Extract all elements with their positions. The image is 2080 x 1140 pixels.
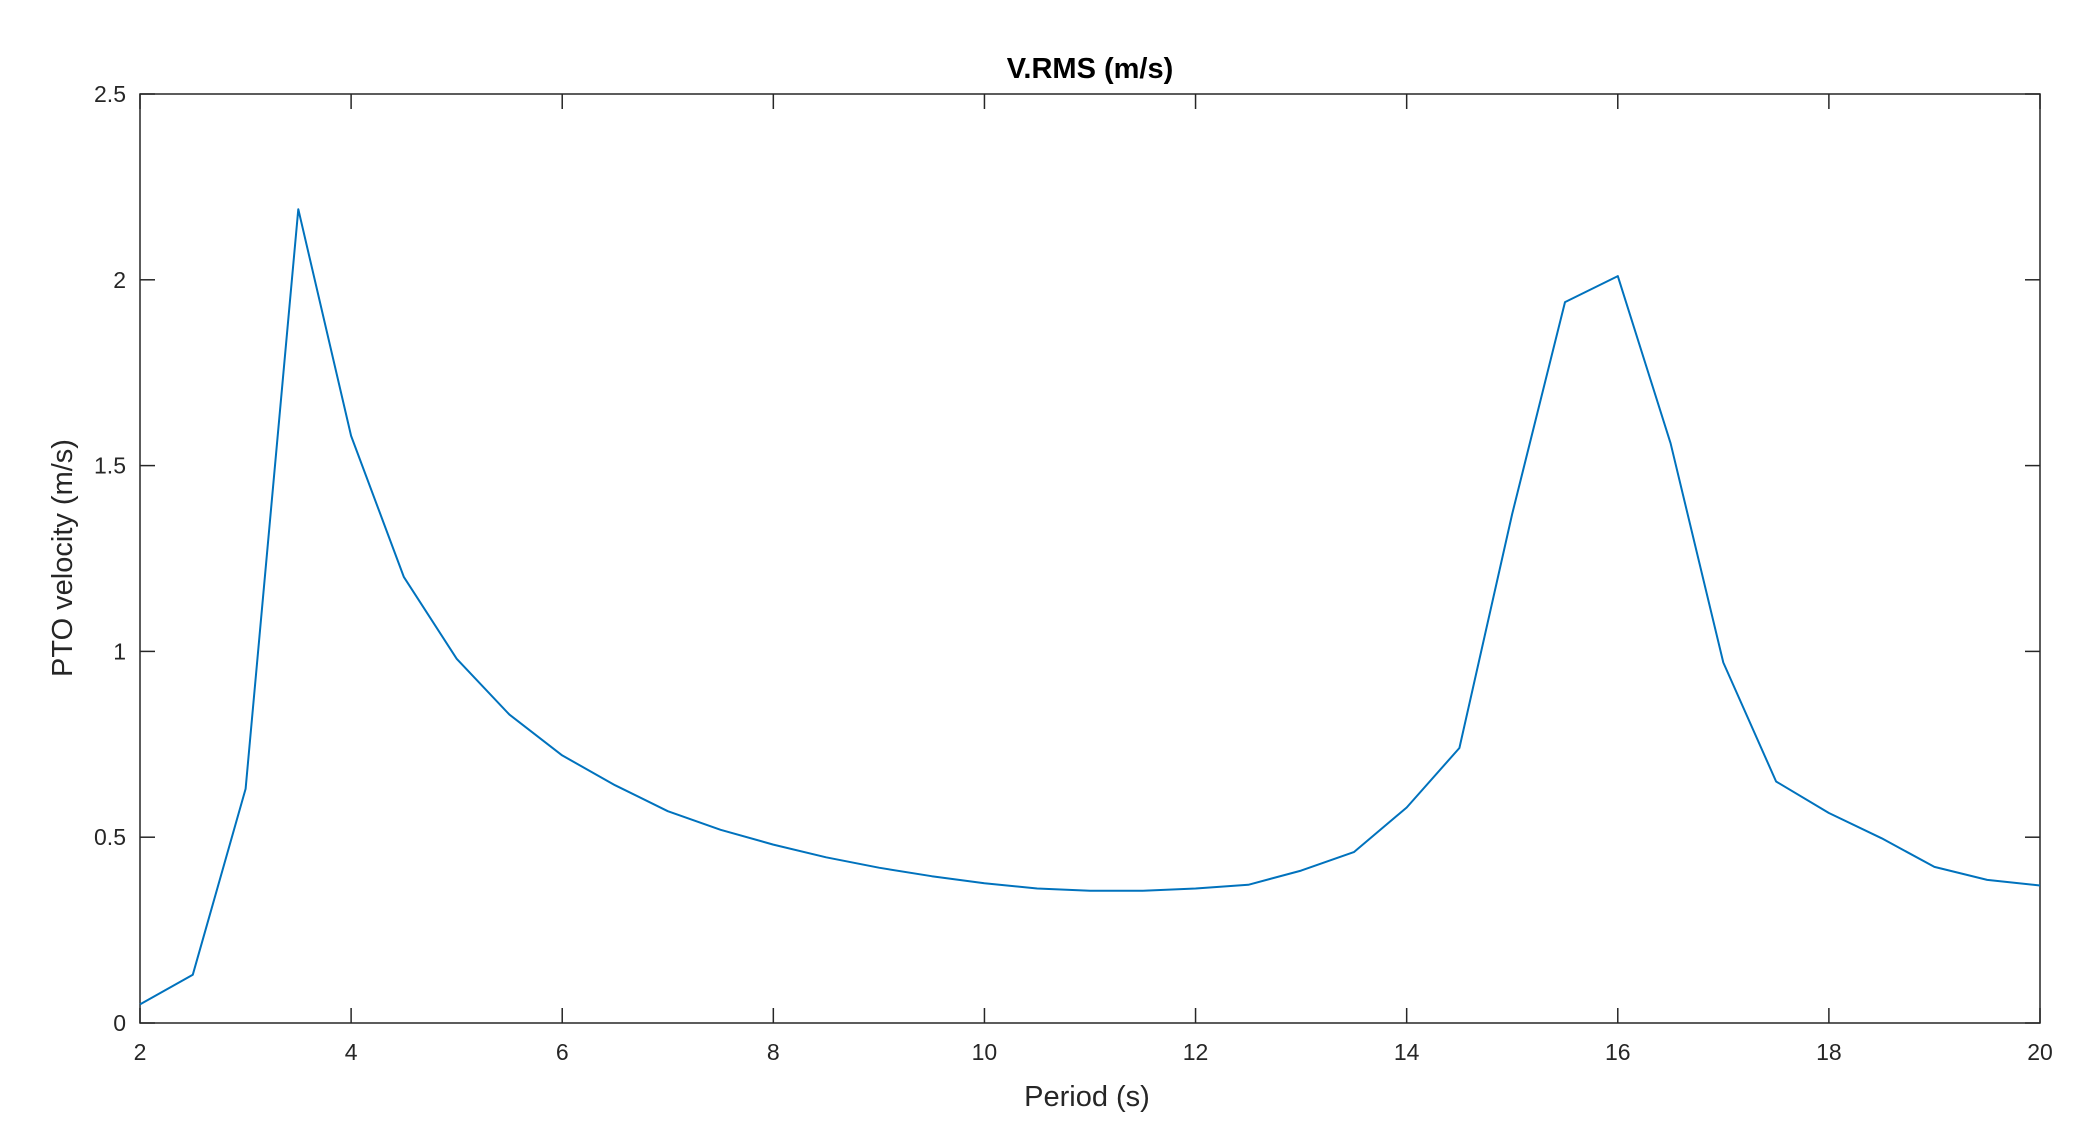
x-tick-label: 8 xyxy=(767,1039,780,1065)
x-tick-label: 6 xyxy=(556,1039,569,1065)
series-layer xyxy=(139,208,2041,1006)
plot-area xyxy=(139,93,2041,1024)
y-tick-label: 2 xyxy=(113,267,126,293)
x-tick-label: 2 xyxy=(134,1039,147,1065)
x-tick-label: 16 xyxy=(1605,1039,1631,1065)
y-axis-ticks: 0 0.5 1 1.5 2 2.5 xyxy=(94,81,2040,1036)
x-tick-label: 20 xyxy=(2027,1039,2053,1065)
y-tick-label: 2.5 xyxy=(94,81,126,107)
x-tick-label: 10 xyxy=(972,1039,998,1065)
series-line-0 xyxy=(139,208,2041,1006)
y-tick-label: 0 xyxy=(113,1010,126,1036)
y-tick-label: 1 xyxy=(113,638,126,664)
x-axis-label: Period (s) xyxy=(1024,1081,1150,1113)
x-tick-label: 4 xyxy=(345,1039,358,1065)
x-tick-label: 12 xyxy=(1183,1039,1209,1065)
y-tick-label: 0.5 xyxy=(94,824,126,850)
chart-title: V.RMS (m/s) xyxy=(1007,53,1174,85)
y-axis-label: PTO velocity (m/s) xyxy=(47,439,79,677)
x-axis-ticks: 2 4 6 8 10 12 14 16 18 20 xyxy=(134,94,2053,1065)
y-tick-label: 1.5 xyxy=(94,453,126,479)
x-tick-label: 14 xyxy=(1394,1039,1420,1065)
x-tick-label: 18 xyxy=(1816,1039,1842,1065)
